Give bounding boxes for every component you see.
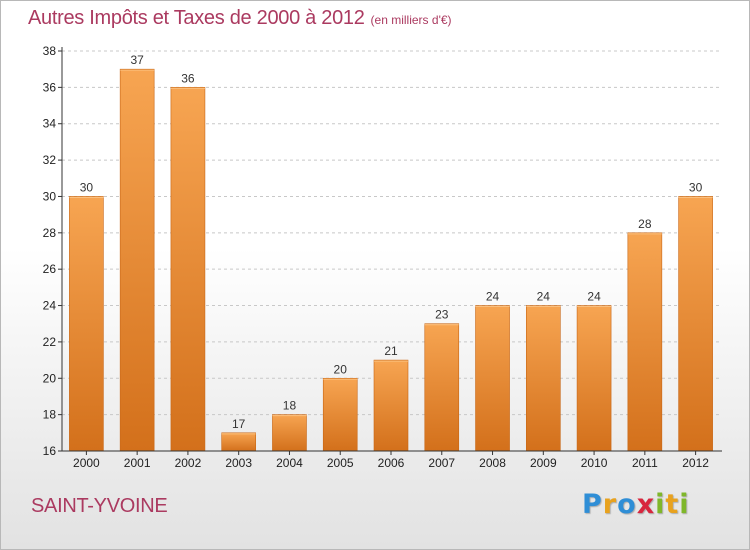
data-label: 17 — [232, 417, 246, 431]
chart-title-unit: (en milliers d'€) — [370, 13, 452, 27]
logo-letter: o — [617, 489, 637, 520]
bar — [221, 432, 256, 452]
data-label: 24 — [537, 290, 551, 304]
data-label: 24 — [486, 290, 500, 304]
proxiti-logo: Proxiti — [582, 489, 690, 520]
bar — [119, 68, 155, 452]
bar — [678, 196, 713, 452]
y-tick-label: 22 — [43, 335, 57, 349]
bar — [170, 87, 206, 452]
bar — [526, 305, 561, 452]
bar — [424, 323, 460, 452]
y-tick-label: 24 — [43, 299, 57, 313]
x-tick-label: 2006 — [378, 456, 405, 470]
data-label: 18 — [283, 399, 297, 413]
y-tick-label: 30 — [43, 189, 57, 203]
x-tick-label: 2007 — [428, 456, 455, 470]
x-tick-label: 2003 — [225, 456, 252, 470]
data-label: 20 — [334, 362, 348, 376]
y-tick-label: 20 — [43, 371, 57, 385]
data-label: 21 — [384, 344, 398, 358]
logo-letter: x — [636, 489, 656, 520]
x-tick-label: 2001 — [124, 456, 151, 470]
bar — [69, 196, 104, 452]
bar — [373, 359, 409, 452]
x-tick-label: 2008 — [479, 456, 506, 470]
x-tick-label: 2011 — [632, 456, 658, 470]
y-tick-label: 18 — [43, 408, 57, 422]
bar — [322, 377, 358, 452]
y-tick-label: 36 — [43, 80, 57, 94]
logo-letter: i — [655, 489, 666, 520]
x-tick-label: 2010 — [581, 456, 608, 470]
bars: 30 37 36 17 18 20 21 23 24 24 24 28 30 — [69, 53, 713, 452]
axes: 16 18 20 22 24 26 28 30 32 34 36 38 2000 2001 2002 2003… — [43, 44, 722, 470]
y-tick-label: 38 — [43, 44, 57, 58]
bar — [627, 232, 663, 452]
x-tick-label: 2012 — [682, 456, 709, 470]
x-tick-label: 2002 — [175, 456, 202, 470]
x-tick-label: 2000 — [73, 456, 100, 470]
data-label: 23 — [435, 308, 449, 322]
x-tick-label: 2009 — [530, 456, 557, 470]
y-tick-label: 28 — [43, 226, 57, 240]
data-label: 28 — [638, 217, 652, 231]
y-tick-label: 34 — [43, 117, 57, 131]
chart-title: Autres Impôts et Taxes de 2000 à 2012 (en… — [28, 7, 452, 30]
bar — [272, 414, 307, 452]
data-label: 30 — [80, 180, 94, 194]
bar — [576, 305, 612, 452]
logo-letter: r — [602, 489, 618, 520]
x-tick-label: 2005 — [327, 456, 354, 470]
data-label: 30 — [689, 180, 703, 194]
x-tick-label: 2004 — [276, 456, 303, 470]
y-tick-label: 26 — [43, 262, 57, 276]
data-label: 37 — [130, 53, 144, 67]
chart-title-main: Autres Impôts et Taxes de 2000 à 2012 — [28, 7, 365, 29]
commune-name: SAINT-YVOINE — [31, 495, 168, 517]
y-tick-label: 16 — [43, 444, 57, 458]
logo-letter: i — [679, 489, 690, 520]
data-label: 36 — [181, 71, 195, 85]
logo-letter: P — [582, 489, 603, 520]
data-label: 24 — [587, 290, 601, 304]
logo-letter: t — [665, 489, 680, 520]
y-tick-label: 32 — [43, 153, 57, 167]
bar — [475, 305, 510, 452]
